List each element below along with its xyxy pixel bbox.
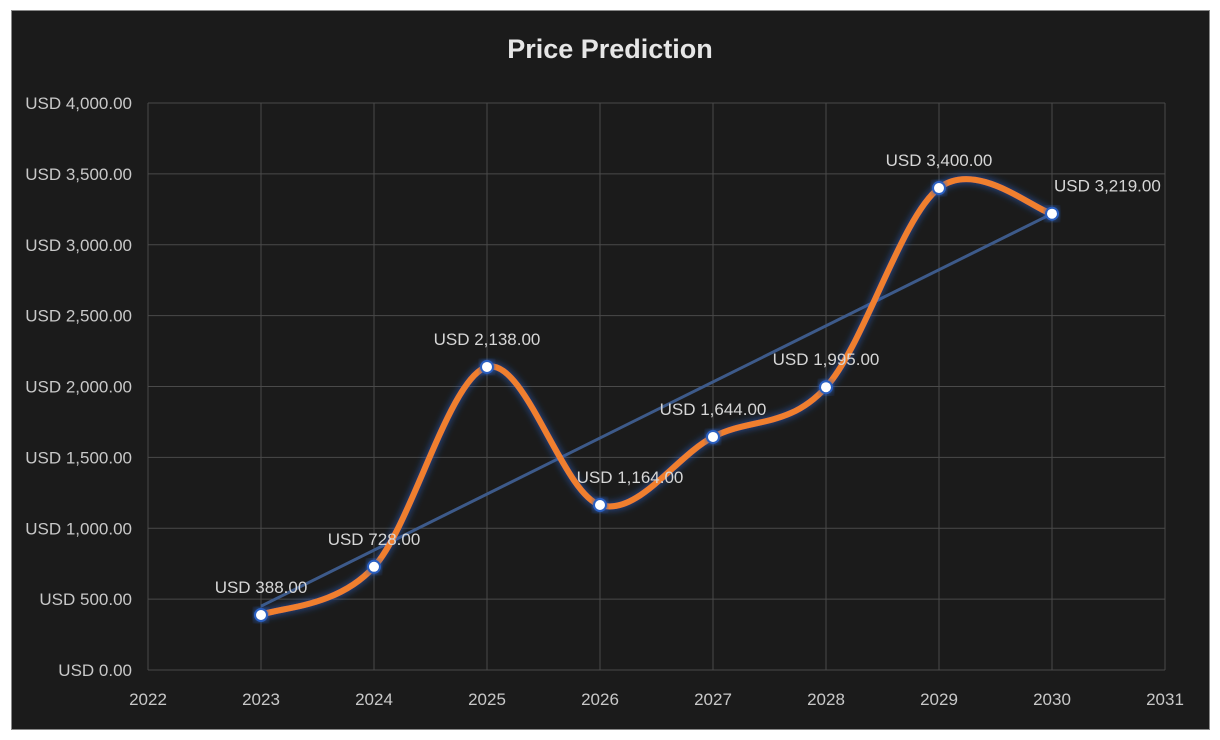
data-label: USD 2,138.00 (434, 330, 541, 349)
data-point (367, 559, 381, 574)
chart-title: Price Prediction (507, 34, 713, 64)
x-tick-label: 2028 (807, 690, 845, 709)
data-point (480, 359, 494, 374)
data-point (932, 181, 946, 196)
data-label: USD 3,400.00 (886, 151, 993, 170)
data-point (593, 498, 607, 513)
x-tick-label: 2027 (694, 690, 732, 709)
data-label: USD 1,164.00 (577, 468, 684, 487)
y-tick-label: USD 4,000.00 (25, 94, 132, 113)
data-label: USD 388.00 (215, 578, 308, 597)
x-tick-label: 2022 (129, 690, 167, 709)
x-tick-label: 2030 (1033, 690, 1071, 709)
data-label: USD 728.00 (328, 530, 421, 549)
x-tick-label: 2026 (581, 690, 619, 709)
data-point (254, 608, 268, 623)
y-tick-label: USD 1,500.00 (25, 448, 132, 467)
y-tick-label: USD 3,500.00 (25, 165, 132, 184)
y-tick-label: USD 2,500.00 (25, 307, 132, 326)
x-tick-label: 2029 (920, 690, 958, 709)
data-point (706, 429, 720, 444)
x-tick-label: 2023 (242, 690, 280, 709)
x-tick-label: 2031 (1146, 690, 1184, 709)
series-line (258, 176, 1055, 619)
data-label: USD 3,219.00 (1054, 177, 1161, 196)
data-label: USD 1,644.00 (660, 400, 767, 419)
x-tick-label: 2024 (355, 690, 393, 709)
x-tick-label: 2025 (468, 690, 506, 709)
data-point (1045, 206, 1059, 221)
chart-area (11, 10, 1210, 730)
y-tick-label: USD 0.00 (58, 661, 132, 680)
y-tick-label: USD 3,000.00 (25, 236, 132, 255)
data-label: USD 1,995.00 (773, 350, 880, 369)
y-tick-label: USD 2,000.00 (25, 378, 132, 397)
data-point (819, 380, 833, 395)
y-tick-label: USD 1,000.00 (25, 519, 132, 538)
y-tick-label: USD 500.00 (39, 590, 132, 609)
